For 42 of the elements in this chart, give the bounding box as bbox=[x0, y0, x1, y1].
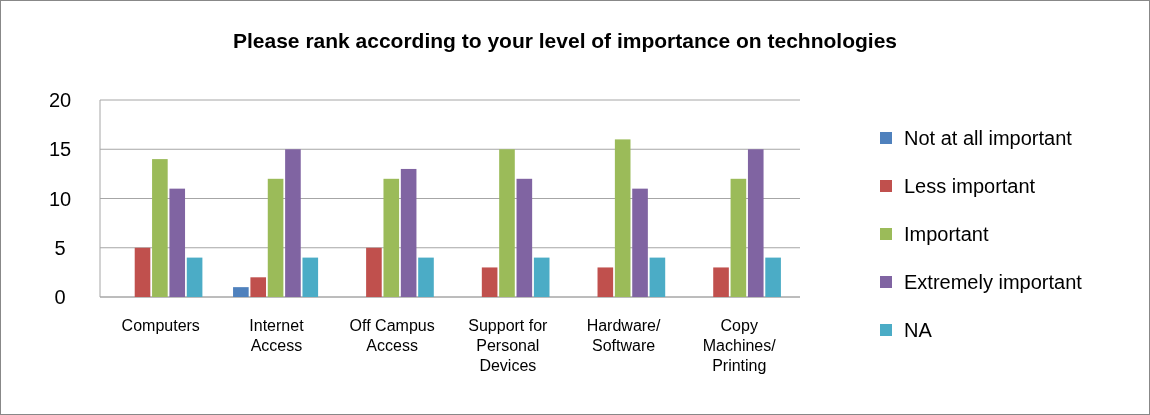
bar bbox=[730, 178, 747, 297]
y-tick-label: 0 bbox=[54, 286, 66, 308]
x-tick-label: Hardware/ Software bbox=[586, 317, 662, 354]
bar bbox=[516, 178, 533, 297]
bar bbox=[302, 257, 319, 297]
legend-label: Less important bbox=[904, 175, 1036, 197]
bar bbox=[383, 178, 400, 297]
bar bbox=[597, 267, 614, 297]
bar bbox=[233, 287, 249, 297]
legend-label: Not at all important bbox=[904, 127, 1073, 149]
bar bbox=[713, 267, 729, 297]
legend-label: NA bbox=[904, 319, 933, 341]
y-tick-label: 5 bbox=[54, 236, 66, 259]
legend-label: Important bbox=[904, 223, 989, 245]
bar bbox=[418, 257, 434, 297]
x-tick-label: Support for Personal Devices bbox=[468, 317, 549, 374]
bar bbox=[614, 139, 631, 297]
bar bbox=[267, 178, 284, 297]
y-tick-label: 15 bbox=[48, 138, 72, 161]
legend-label: Extremely important bbox=[904, 271, 1083, 293]
bar bbox=[366, 247, 382, 297]
bar bbox=[152, 159, 168, 297]
bar bbox=[632, 188, 648, 297]
bar bbox=[134, 247, 151, 297]
bar bbox=[649, 257, 666, 297]
bar bbox=[169, 188, 186, 297]
y-tick-label: 20 bbox=[48, 89, 72, 111]
bar bbox=[250, 277, 267, 297]
bar bbox=[533, 257, 550, 297]
bar bbox=[481, 267, 498, 297]
chart-title: Please rank according to your level of importance on technologies bbox=[232, 29, 898, 52]
bar bbox=[400, 168, 417, 297]
x-tick-label: Computers bbox=[121, 317, 200, 334]
bar bbox=[765, 257, 781, 297]
x-tick-label: Internet Access bbox=[249, 317, 305, 354]
bar bbox=[285, 149, 301, 297]
bar bbox=[186, 257, 203, 297]
y-tick-label: 10 bbox=[48, 187, 72, 210]
bar bbox=[747, 149, 764, 297]
bar bbox=[499, 149, 515, 297]
x-tick-label: Copy Machines/ Printing bbox=[702, 317, 777, 374]
x-tick-label: Off Campus Access bbox=[349, 317, 435, 354]
